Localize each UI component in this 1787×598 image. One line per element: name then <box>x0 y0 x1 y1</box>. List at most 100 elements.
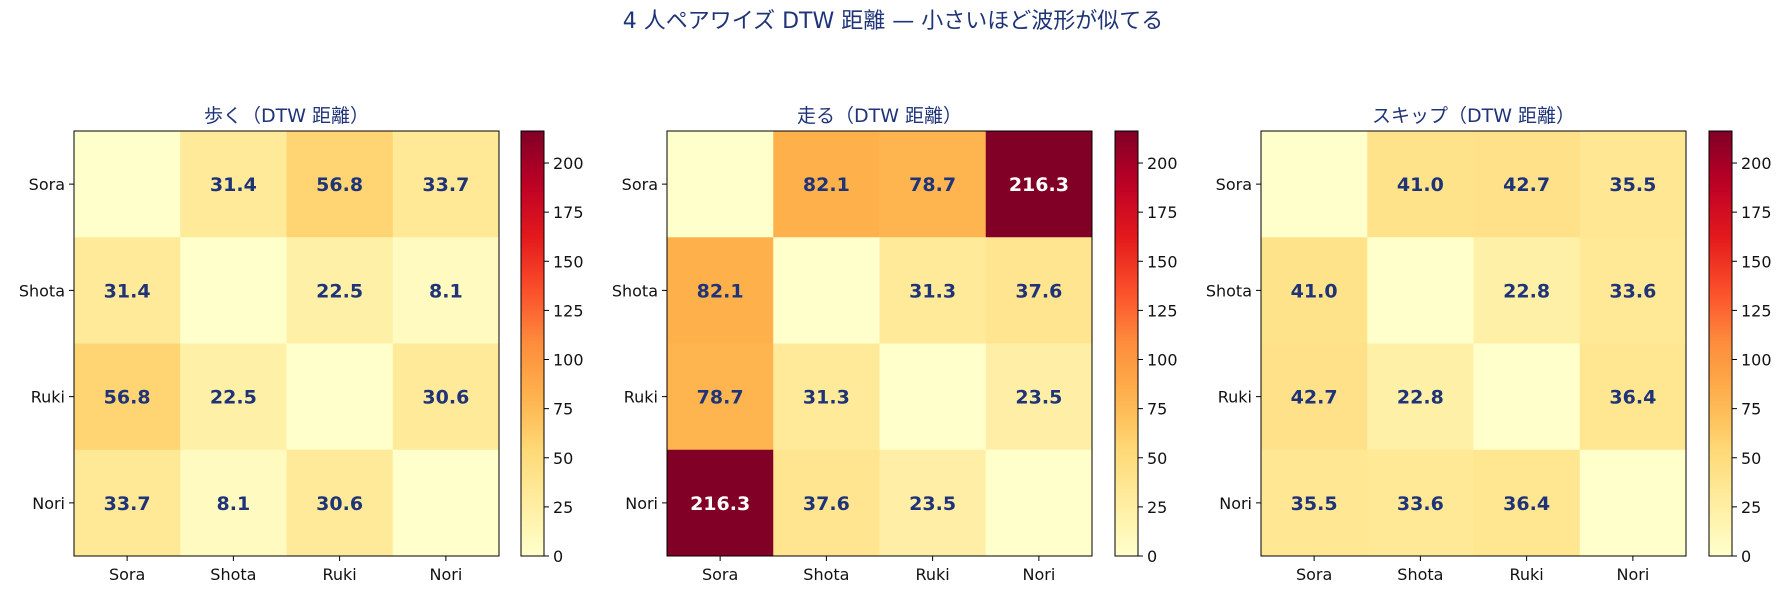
colorbar-tick-label: 25 <box>1741 498 1761 517</box>
panel-title: スキップ（DTW 距離） <box>1372 105 1575 127</box>
colorbar-tick-label: 200 <box>1741 154 1772 173</box>
heatmap-panel-2: 走る（DTW 距離） 82.1 78.7 216.3 82.1 31.3 37.6 78.7 3… <box>612 105 1178 584</box>
colorbar-tick-label: 125 <box>1741 301 1772 320</box>
heatmap-cell <box>74 343 181 451</box>
colorbar-tick-label: 0 <box>1741 547 1751 566</box>
heatmap-cell <box>392 343 500 451</box>
cell-value-label: 31.3 <box>909 280 956 302</box>
cell-value-label: 82.1 <box>803 174 850 196</box>
colorbar-tick-label: 175 <box>1741 203 1772 222</box>
heatmap-panel-1: 歩く（DTW 距離） 31.4 56.8 33.7 31.4 22.5 8.1 56.8 22.… <box>19 105 584 584</box>
heatmap-cell <box>1473 343 1581 451</box>
heatmap-cell <box>985 343 1093 451</box>
cell-value-label: 22.5 <box>210 387 257 409</box>
x-tick-label: Sora <box>1296 565 1332 584</box>
heatmap-cell <box>1261 343 1368 451</box>
cell-value-label: 37.6 <box>1015 280 1062 302</box>
cell-value-label: 23.5 <box>909 493 956 515</box>
cell-value-label: 33.6 <box>1609 280 1656 302</box>
cell-value-label: 41.0 <box>1397 174 1444 196</box>
axes-frame <box>666 130 1093 557</box>
colorbar-tick-label: 100 <box>1147 351 1178 370</box>
cell-value-label: 42.7 <box>1503 174 1550 196</box>
x-tick-label: Sora <box>702 565 738 584</box>
x-tick-label: Shota <box>1397 565 1443 584</box>
cell-value-label: 30.6 <box>316 493 363 515</box>
cell-value-label: 33.6 <box>1397 493 1444 515</box>
y-tick-label: Ruki <box>1218 388 1252 407</box>
heatmap-cell <box>1579 449 1687 557</box>
cell-value-label: 56.8 <box>316 174 363 196</box>
heatmap-cell <box>74 237 181 344</box>
colorbar <box>1708 130 1733 557</box>
x-tick-label: Ruki <box>916 565 950 584</box>
heatmap-cell <box>1473 449 1581 557</box>
panel-title: 走る（DTW 距離） <box>797 105 962 127</box>
cell-value-label: 78.7 <box>697 387 744 409</box>
colorbar-tick-label: 125 <box>1147 301 1178 320</box>
heatmap-cell <box>1579 237 1687 344</box>
x-tick-label: Nori <box>1616 565 1649 584</box>
heatmap-cell <box>985 237 1093 344</box>
heatmap-cell <box>667 449 774 557</box>
heatmap-cell <box>1367 237 1474 344</box>
cell-value-label: 22.8 <box>1503 280 1550 302</box>
y-tick-label: Nori <box>625 494 658 513</box>
heatmap-cell <box>1367 343 1474 451</box>
cell-value-label: 36.4 <box>1609 387 1656 409</box>
colorbar-tick-label: 0 <box>553 547 563 566</box>
colorbar-tick-label: 0 <box>1147 547 1157 566</box>
colorbar-tick-label: 125 <box>553 301 584 320</box>
heatmap-cell <box>392 131 500 238</box>
x-tick-label: Nori <box>429 565 462 584</box>
cell-value-label: 23.5 <box>1015 387 1062 409</box>
cell-value-label: 33.7 <box>422 174 469 196</box>
heatmap-cell <box>286 131 394 238</box>
colorbar-tick-label: 75 <box>1147 400 1167 419</box>
heatmap-cell <box>180 237 287 344</box>
heatmap-cell <box>1261 237 1368 344</box>
cell-value-label: 56.8 <box>104 387 151 409</box>
colorbar-tick-label: 150 <box>1741 252 1772 271</box>
heatmap-cell <box>667 343 774 451</box>
x-tick-label: Sora <box>109 565 145 584</box>
heatmap-cell <box>286 449 394 557</box>
cell-value-label: 33.7 <box>104 493 151 515</box>
heatmap-cell <box>773 449 880 557</box>
colorbar-tick-label: 200 <box>553 154 584 173</box>
heatmap-cell <box>879 449 987 557</box>
colorbar-tick-label: 150 <box>1147 252 1178 271</box>
y-tick-label: Shota <box>1206 281 1252 300</box>
figure-title: 4 人ペアワイズ DTW 距離 — 小さいほど波形が似てる <box>623 9 1163 34</box>
cell-value-label: 216.3 <box>1009 174 1069 196</box>
heatmap-cell <box>985 131 1093 238</box>
heatmap-cell <box>773 131 880 238</box>
cell-value-label: 216.3 <box>690 493 750 515</box>
heatmap-cell <box>879 131 987 238</box>
colorbar <box>520 130 545 557</box>
colorbar-tick-label: 25 <box>1147 498 1167 517</box>
colorbar-tick-label: 50 <box>1147 449 1167 468</box>
cell-value-label: 31.4 <box>210 174 257 196</box>
heatmap-cell <box>392 237 500 344</box>
heatmap-cell <box>74 131 181 238</box>
x-tick-label: Shota <box>210 565 256 584</box>
heatmap-cell <box>1473 131 1581 238</box>
colorbar <box>1114 130 1139 557</box>
cell-value-label: 35.5 <box>1609 174 1656 196</box>
cell-value-label: 36.4 <box>1503 493 1550 515</box>
cell-value-label: 37.6 <box>803 493 850 515</box>
colorbar-tick-label: 50 <box>1741 449 1761 468</box>
y-tick-label: Nori <box>32 494 65 513</box>
heatmap-cell <box>1261 449 1368 557</box>
colorbar-tick-label: 100 <box>1741 351 1772 370</box>
cell-value-label: 41.0 <box>1291 280 1338 302</box>
colorbar-tick-label: 75 <box>1741 400 1761 419</box>
heatmap-cell <box>180 343 287 451</box>
heatmap-panel-3: スキップ（DTW 距離） 41.0 42.7 35.5 41.0 22.8 33.6 42.7… <box>1206 105 1772 584</box>
cell-value-label: 8.1 <box>217 493 251 515</box>
x-tick-label: Shota <box>803 565 849 584</box>
colorbar-tick-label: 175 <box>1147 203 1178 222</box>
x-tick-label: Nori <box>1022 565 1055 584</box>
colorbar-tick-label: 50 <box>553 449 573 468</box>
